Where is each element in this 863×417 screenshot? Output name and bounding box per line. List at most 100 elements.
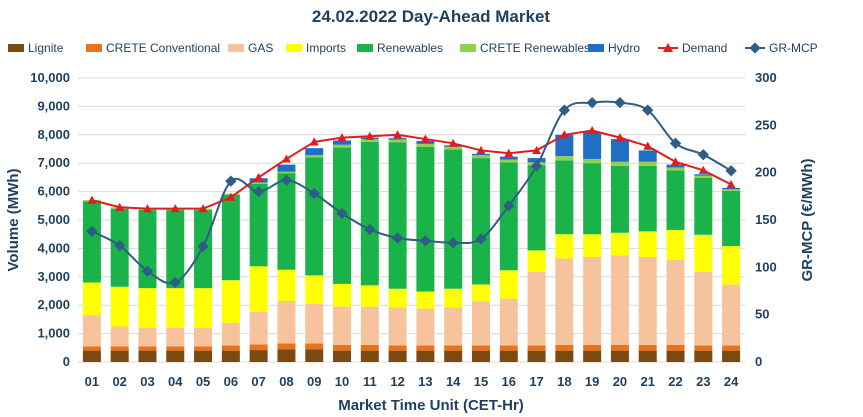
point-gr-mcp (280, 174, 293, 186)
bar-lignite (666, 350, 685, 362)
bar-lignite (583, 350, 602, 362)
bar-gas (360, 306, 379, 345)
bar-renewables (277, 173, 296, 270)
y-tick-label: 0 (63, 354, 70, 369)
bar-lignite (694, 350, 713, 362)
x-tick-label: 23 (696, 374, 710, 389)
point-gr-mcp (669, 137, 682, 149)
bar-crete-renewables (722, 189, 741, 191)
point-demand (420, 134, 430, 143)
x-tick-label: 07 (251, 374, 265, 389)
x-tick-label: 09 (307, 374, 321, 389)
bar-lignite (110, 350, 129, 362)
y-tick-label: 1,000 (37, 326, 70, 341)
point-demand (226, 192, 236, 201)
bar-crete-conventional (444, 345, 463, 351)
bar-gas (221, 322, 240, 346)
point-gr-mcp (364, 223, 376, 236)
y2-tick-label: 50 (755, 307, 769, 322)
point-demand (504, 148, 514, 157)
bar-renewables (444, 149, 463, 289)
bar-lignite (610, 350, 629, 362)
x-tick-label: 20 (613, 374, 627, 389)
bar-imports (694, 234, 713, 272)
bar-renewables (499, 162, 518, 271)
bar-crete-renewables (499, 159, 518, 163)
point-demand (365, 131, 375, 140)
chart-title: 24.02.2022 Day-Ahead Market (312, 7, 550, 26)
bar-renewables (471, 158, 490, 285)
bar-lignite (277, 349, 296, 362)
bar-gas (666, 259, 685, 345)
bar-lignite (638, 350, 657, 362)
point-gr-mcp (503, 200, 515, 212)
bar-crete-conventional (666, 344, 685, 351)
bar-gas (583, 256, 602, 345)
bar-renewables (666, 170, 685, 230)
bar-hydro (694, 174, 713, 176)
bar-gas (610, 255, 629, 345)
legend-label-renewables: Renewables (377, 41, 443, 55)
bar-lignite (138, 350, 157, 362)
bar-lignite (194, 350, 213, 362)
x-tick-label: 11 (363, 374, 377, 389)
point-gr-mcp (308, 187, 320, 200)
bar-renewables (360, 141, 379, 286)
bar-crete-renewables (360, 139, 379, 142)
bar-renewables (82, 201, 101, 283)
point-demand (281, 154, 291, 163)
point-demand (643, 141, 653, 150)
legend-label-demand: Demand (682, 41, 727, 55)
bar-lignite (416, 350, 435, 362)
bar-imports (416, 291, 435, 309)
stacked-bars (82, 131, 741, 362)
legend-label-gas: GAS (248, 41, 273, 55)
y-tick-label: 4,000 (37, 240, 70, 255)
x-tick-label: 18 (557, 374, 571, 389)
bar-hydro (555, 134, 574, 157)
legend-label-hydro: Hydro (608, 41, 640, 55)
bar-crete-conventional (138, 346, 157, 351)
axes: 0 1,000 2,000 3,000 4,000 5,000 6,000 7,000 8,00… (30, 70, 776, 389)
y2-tick-label: 0 (755, 354, 762, 369)
y2-axis-title: GR-MCP (€/MWh) (799, 158, 816, 281)
bar-imports (527, 250, 546, 272)
legend-label-crete-conventional: CRETE Conventional (106, 41, 220, 55)
bar-crete-conventional (221, 345, 240, 351)
y-tick-label: 6,000 (37, 184, 70, 199)
bar-gas (388, 307, 407, 346)
bar-lignite (555, 350, 574, 362)
bar-imports (499, 270, 518, 299)
bar-imports (471, 284, 490, 302)
bar-lignite (722, 350, 741, 362)
bar-lignite (388, 350, 407, 362)
x-tick-label: 03 (140, 374, 154, 389)
y-tick-label: 2,000 (37, 297, 70, 312)
bar-lignite (249, 350, 268, 362)
point-demand (726, 180, 736, 189)
bar-lignite (471, 350, 490, 362)
y2-tick-label: 200 (755, 165, 777, 180)
legend-label-imports: Imports (306, 41, 346, 55)
bar-gas (722, 284, 741, 346)
bar-renewables (221, 195, 240, 281)
y-tick-label: 8,000 (37, 127, 70, 142)
y2-tick-label: 100 (755, 259, 777, 274)
bar-lignite (221, 350, 240, 362)
bar-crete-renewables (610, 161, 629, 167)
bar-gas (499, 298, 518, 346)
line-gr-mcp (91, 100, 732, 285)
point-demand (476, 145, 486, 155)
bar-hydro (333, 140, 352, 145)
bar-gas (471, 301, 490, 346)
point-gr-mcp (225, 175, 237, 187)
legend-label-crete-renewables: CRETE Renewables (480, 41, 590, 55)
bar-gas (110, 326, 129, 347)
point-demand (254, 172, 264, 181)
bar-crete-renewables (471, 155, 490, 159)
bar-crete-conventional (499, 345, 518, 351)
bar-gas (527, 271, 546, 346)
y2-tick-label: 300 (755, 70, 777, 85)
bar-imports (305, 275, 324, 304)
bar-crete-conventional (360, 344, 379, 351)
